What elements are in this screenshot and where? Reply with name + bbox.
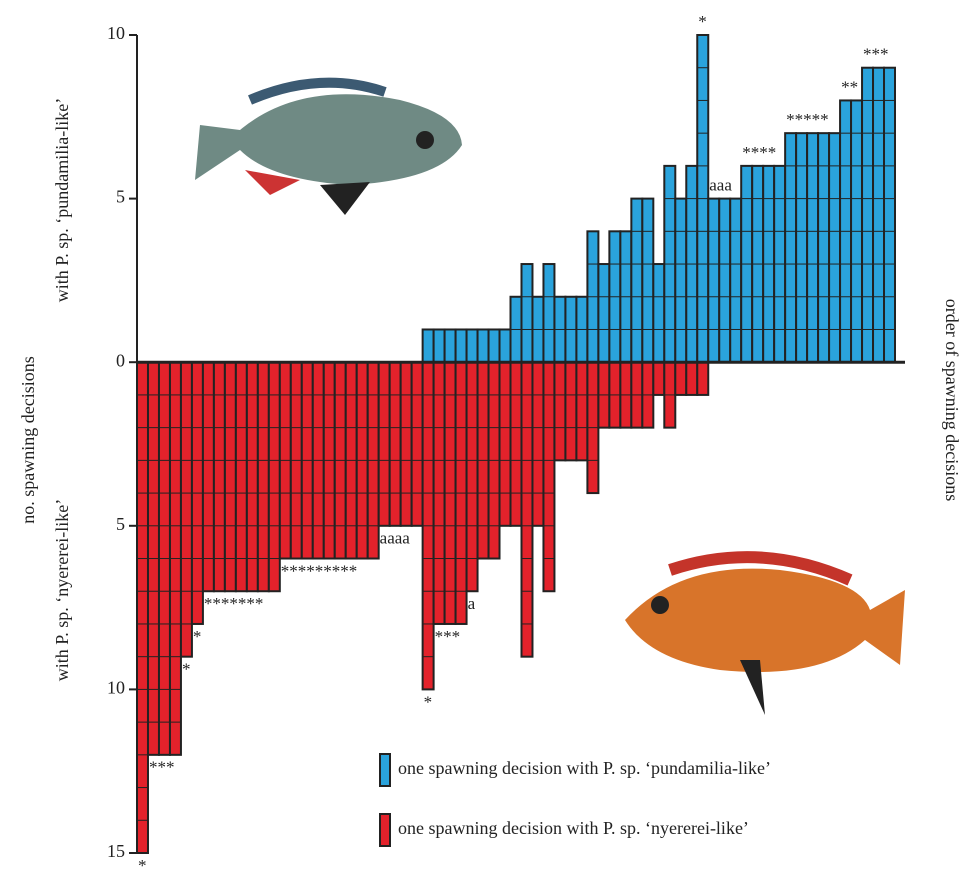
significance-note: aaa [709, 176, 732, 195]
significance-note: aaaa [380, 529, 411, 548]
bar [862, 68, 873, 362]
bar [675, 362, 686, 395]
bar [467, 362, 478, 591]
significance-note: **** [742, 143, 776, 162]
bar [642, 199, 653, 363]
bar [137, 362, 148, 853]
bar [445, 329, 456, 362]
bar [543, 264, 554, 362]
bar [521, 264, 532, 362]
y-tick-label: 15 [107, 841, 125, 861]
bar [818, 133, 829, 362]
bar [554, 362, 565, 460]
significance-note: ***** [786, 110, 829, 129]
bar [203, 362, 214, 591]
significance-note: * [138, 856, 147, 870]
bar [829, 133, 840, 362]
significance-note: *** [149, 758, 175, 777]
y-tick-label: 0 [116, 350, 125, 370]
legend-swatch [380, 814, 390, 846]
bar [379, 362, 390, 526]
y-axis-label: no. spawning decisions [18, 356, 38, 523]
bar [807, 133, 818, 362]
bar [675, 199, 686, 363]
bar [686, 362, 697, 395]
bar [390, 362, 401, 526]
legend-label: one spawning decision with P. sp. ‘punda… [398, 758, 771, 778]
significance-note: ********* [281, 561, 358, 580]
bar [598, 264, 609, 362]
bar [500, 329, 511, 362]
bar [719, 199, 730, 363]
legend-label: one spawning decision with P. sp. ‘nyere… [398, 818, 749, 838]
bar [434, 329, 445, 362]
bar [181, 362, 192, 656]
bar [576, 362, 587, 460]
bar [478, 329, 489, 362]
significance-note: *** [863, 45, 889, 64]
bar [247, 362, 258, 591]
bar [489, 329, 500, 362]
bar [456, 329, 467, 362]
significance-note: * [424, 692, 433, 711]
significance-note: * [193, 627, 202, 646]
bar [873, 68, 884, 362]
bar [565, 362, 576, 460]
bar [258, 362, 269, 591]
significance-note: *** [435, 627, 461, 646]
y-tick-label: 5 [116, 514, 125, 534]
bar [796, 133, 807, 362]
bar [500, 362, 511, 526]
y2-axis-label: order of spawning decisions [942, 299, 962, 501]
significance-note: ** [841, 77, 858, 96]
bar [730, 199, 741, 363]
bar [511, 362, 522, 526]
y-axis-label-upper: with P. sp. ‘pundamilia-like’ [52, 98, 72, 302]
significance-note: * [182, 660, 191, 679]
bar [631, 199, 642, 363]
bar [532, 362, 543, 526]
bar [467, 329, 478, 362]
significance-note: * [698, 12, 707, 31]
significance-note: a [468, 594, 476, 613]
bar [708, 199, 719, 363]
chart: no. spawning decisions with P. sp. ‘pund… [0, 0, 964, 870]
bar [884, 68, 895, 362]
y-tick-label: 5 [116, 187, 125, 207]
bar [697, 362, 708, 395]
bar [785, 133, 796, 362]
bar [236, 362, 247, 591]
y-tick-label: 10 [107, 23, 125, 43]
bar [412, 362, 423, 526]
y-tick-label: 10 [107, 678, 125, 698]
bar [214, 362, 225, 591]
fish-lower [625, 557, 905, 715]
bar [543, 362, 554, 591]
bar [521, 362, 532, 656]
legend-swatch [380, 754, 390, 786]
bar [423, 329, 434, 362]
fish-upper [195, 83, 462, 215]
bar [225, 362, 236, 591]
bar [653, 362, 664, 395]
significance-note: ******* [204, 594, 263, 613]
bar [401, 362, 412, 526]
bar [269, 362, 280, 591]
bar [653, 264, 664, 362]
y-axis-label-lower: with P. sp. ‘nyererei-like’ [52, 499, 72, 681]
